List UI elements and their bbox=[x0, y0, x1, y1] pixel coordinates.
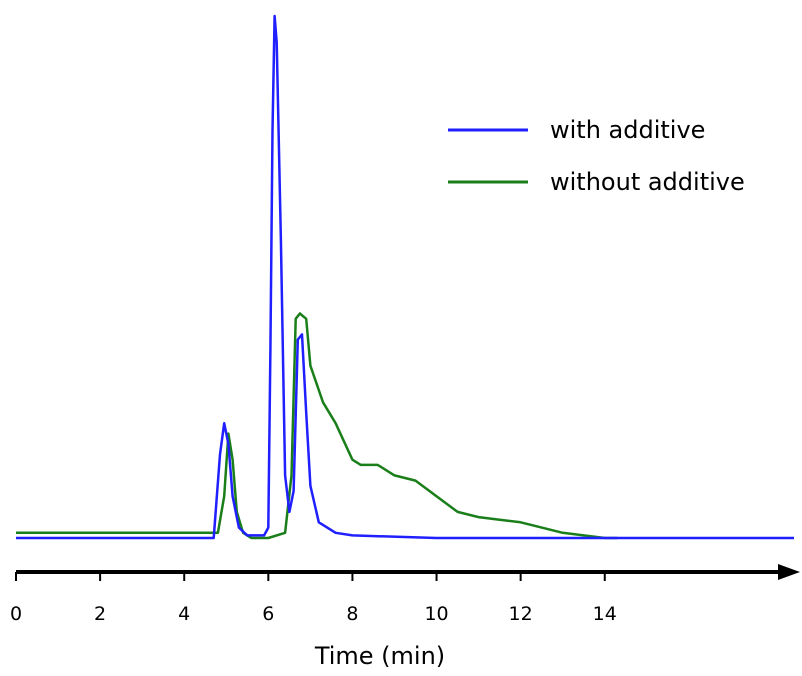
series-layer bbox=[16, 14, 794, 540]
x-tick-label: 8 bbox=[346, 603, 358, 625]
x-axis-arrowhead bbox=[778, 564, 800, 580]
x-tick-label: 6 bbox=[262, 603, 274, 625]
x-tick-label: 10 bbox=[424, 603, 448, 625]
x-tick-label: 2 bbox=[94, 603, 106, 625]
x-axis-ticks: 0 2 4 6 8 10 12 14 bbox=[10, 572, 617, 625]
legend: with additive without additive bbox=[448, 116, 745, 196]
x-tick-label: 4 bbox=[178, 603, 190, 625]
legend-label-without-additive: without additive bbox=[550, 168, 745, 196]
x-tick-label: 12 bbox=[509, 603, 533, 625]
series-line-with-additive bbox=[16, 14, 794, 540]
legend-label-with-additive: with additive bbox=[550, 116, 705, 144]
series-line-without-additive bbox=[16, 312, 618, 540]
x-axis-title: Time (min) bbox=[314, 642, 445, 670]
x-tick-label: 14 bbox=[593, 603, 617, 625]
x-tick-label: 0 bbox=[10, 603, 22, 625]
x-axis bbox=[16, 564, 800, 580]
